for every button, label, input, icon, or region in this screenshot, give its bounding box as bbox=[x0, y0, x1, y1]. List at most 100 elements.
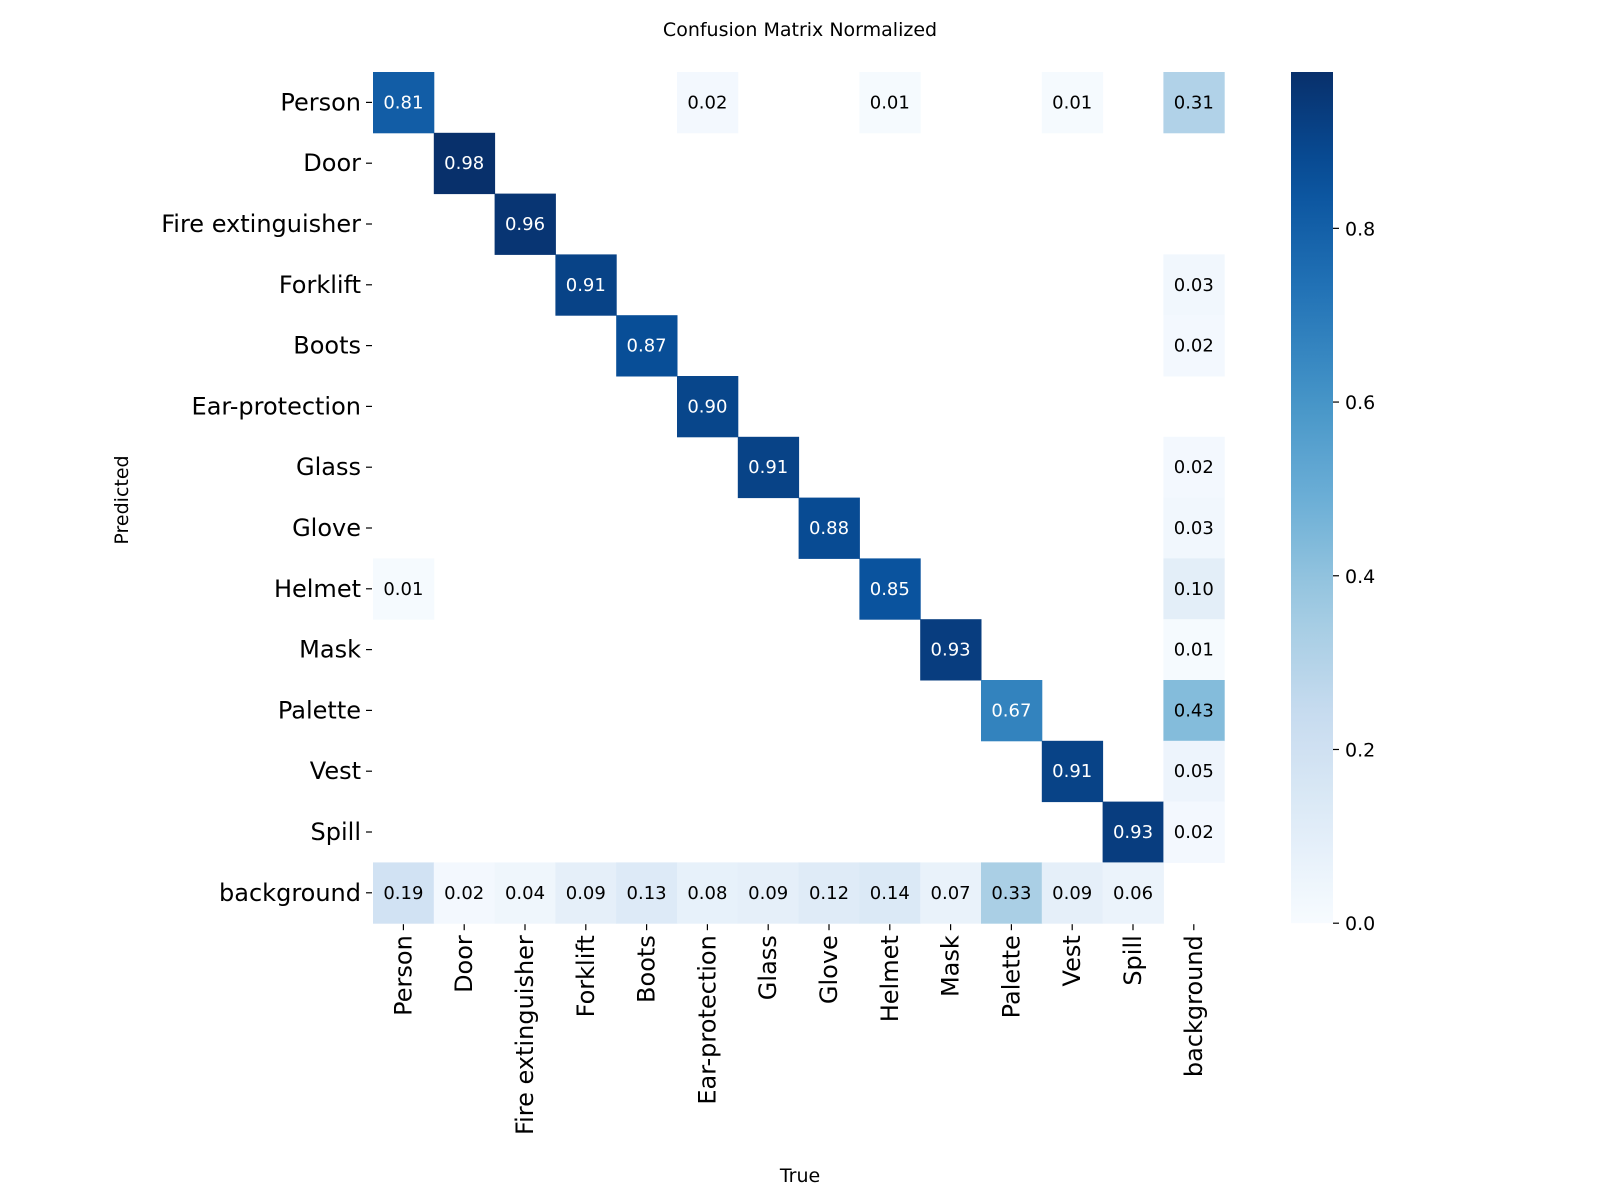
cell-value-label: 0.09 bbox=[748, 883, 788, 904]
heatmap-cell bbox=[1163, 72, 1225, 134]
x-tick-label: Mask bbox=[937, 935, 965, 997]
x-tick-label: Door bbox=[450, 935, 478, 993]
heatmap-cell bbox=[373, 72, 435, 134]
x-tick-label: Helmet bbox=[876, 935, 904, 1022]
x-tick-label: Vest bbox=[1058, 935, 1086, 986]
y-tick-label: Glove bbox=[292, 514, 361, 542]
cell-value-label: 0.87 bbox=[627, 336, 667, 357]
cell-value-label: 0.91 bbox=[748, 457, 788, 478]
y-tick-label: Boots bbox=[293, 332, 361, 360]
cell-value-label: 0.98 bbox=[444, 153, 484, 174]
cell-value-label: 0.07 bbox=[931, 883, 971, 904]
cell-value-label: 0.88 bbox=[809, 518, 849, 539]
colorbar: 0.0 0.2 0.4 0.6 0.8 bbox=[1291, 72, 1375, 935]
colorbar-tick-label: 0.8 bbox=[1345, 218, 1375, 240]
x-tick-label: Spill bbox=[1119, 935, 1147, 985]
x-tick-label: Ear-protection bbox=[693, 935, 721, 1104]
heatmap-cell bbox=[859, 72, 921, 134]
cell-value-label: 0.67 bbox=[991, 700, 1031, 721]
x-axis-label: True bbox=[779, 1165, 820, 1187]
x-tick-label: Palette bbox=[997, 935, 1025, 1018]
cell-value-label: 0.43 bbox=[1174, 700, 1214, 721]
heatmap-cell bbox=[433, 132, 496, 195]
heatmap-cell bbox=[373, 558, 435, 620]
heatmap-cell-labels: 0.81 0.02 0.01 0.01 0.31 0.98 0.96 0.91 0.03 0.87… bbox=[383, 92, 1213, 903]
heatmap-cell bbox=[1163, 558, 1225, 620]
y-tick-label: Spill bbox=[311, 818, 361, 846]
y-tick-label: Ear-protection bbox=[192, 392, 361, 420]
y-tick-label: Glass bbox=[296, 453, 361, 481]
cell-value-label: 0.02 bbox=[687, 92, 727, 113]
cell-value-label: 0.93 bbox=[1113, 822, 1153, 843]
cell-value-label: 0.02 bbox=[444, 883, 484, 904]
x-tick-label: Boots bbox=[633, 935, 661, 1003]
cell-value-label: 0.91 bbox=[1052, 761, 1092, 782]
heatmap-cell bbox=[1041, 740, 1104, 803]
colorbar-gradient bbox=[1291, 72, 1333, 924]
y-axis-label: Predicted bbox=[111, 455, 133, 544]
colorbar-tick-label: 0.0 bbox=[1345, 913, 1375, 935]
heatmap-cell bbox=[981, 680, 1043, 742]
cell-value-label: 0.96 bbox=[505, 214, 545, 235]
x-tick-label: Glass bbox=[754, 935, 782, 1000]
y-tick-label: Mask bbox=[299, 636, 361, 664]
cell-value-label: 0.12 bbox=[809, 883, 849, 904]
cell-value-label: 0.02 bbox=[1174, 457, 1214, 478]
heatmap-cell bbox=[1102, 862, 1164, 924]
heatmap-cell bbox=[677, 72, 739, 134]
cell-value-label: 0.01 bbox=[383, 579, 423, 600]
cell-value-label: 0.90 bbox=[687, 396, 727, 417]
y-tick-label: Palette bbox=[278, 696, 361, 724]
y-tick-label: Fire extinguisher bbox=[161, 210, 361, 238]
x-tick-label: Glove bbox=[815, 935, 843, 1004]
x-tick-label: Forklift bbox=[572, 935, 600, 1017]
cell-value-label: 0.08 bbox=[687, 883, 727, 904]
heatmap-cell bbox=[920, 862, 982, 924]
cell-value-label: 0.91 bbox=[566, 275, 606, 296]
x-tick-label: Fire extinguisher bbox=[511, 935, 539, 1135]
cell-value-label: 0.09 bbox=[566, 883, 606, 904]
heatmap-cell bbox=[494, 193, 556, 255]
heatmap-cell bbox=[1163, 801, 1225, 863]
cell-value-label: 0.05 bbox=[1174, 761, 1214, 782]
heatmap-cell bbox=[677, 862, 739, 924]
x-tick-label: background bbox=[1180, 935, 1208, 1077]
heatmap-cell bbox=[798, 497, 860, 559]
heatmap-cell bbox=[1163, 497, 1225, 559]
heatmap-cell bbox=[737, 862, 800, 924]
cell-value-label: 0.06 bbox=[1113, 883, 1153, 904]
cell-value-label: 0.03 bbox=[1174, 275, 1214, 296]
y-axis: Person Door Fire extinguisher Forklift Boots… bbox=[161, 88, 372, 907]
heatmap-cell bbox=[1163, 315, 1225, 377]
y-tick-label: Vest bbox=[310, 757, 361, 785]
heatmap-cell bbox=[981, 862, 1043, 924]
cell-value-label: 0.03 bbox=[1174, 518, 1214, 539]
colorbar-tick-label: 0.2 bbox=[1345, 739, 1375, 761]
heatmap-cell bbox=[1163, 619, 1225, 681]
heatmap-cells bbox=[373, 72, 1225, 924]
heatmap-cell bbox=[859, 862, 921, 924]
cell-value-label: 0.09 bbox=[1052, 883, 1092, 904]
cell-value-label: 0.02 bbox=[1174, 336, 1214, 357]
heatmap-cell bbox=[1163, 254, 1225, 316]
cell-value-label: 0.10 bbox=[1174, 579, 1214, 600]
x-axis: Person Door Fire extinguisher Forklift Boots… bbox=[389, 924, 1208, 1135]
cell-value-label: 0.85 bbox=[870, 579, 910, 600]
heatmap-cell bbox=[1163, 680, 1225, 742]
heatmap-cell bbox=[616, 315, 678, 377]
y-tick-label: Door bbox=[303, 149, 361, 177]
y-tick-label: Forklift bbox=[279, 271, 361, 299]
heatmap-cell bbox=[555, 254, 617, 316]
cell-value-label: 0.04 bbox=[505, 883, 545, 904]
cell-value-label: 0.01 bbox=[1174, 640, 1214, 661]
heatmap-cell bbox=[373, 862, 435, 924]
heatmap-cell bbox=[1163, 436, 1225, 499]
cell-value-label: 0.33 bbox=[991, 883, 1031, 904]
chart-title: Confusion Matrix Normalized bbox=[663, 19, 937, 41]
cell-value-label: 0.93 bbox=[931, 640, 971, 661]
cell-value-label: 0.81 bbox=[383, 92, 423, 113]
heatmap-cell bbox=[616, 862, 678, 924]
cell-value-label: 0.01 bbox=[1052, 92, 1092, 113]
heatmap-cell bbox=[677, 376, 739, 438]
colorbar-tick-label: 0.6 bbox=[1345, 392, 1375, 414]
